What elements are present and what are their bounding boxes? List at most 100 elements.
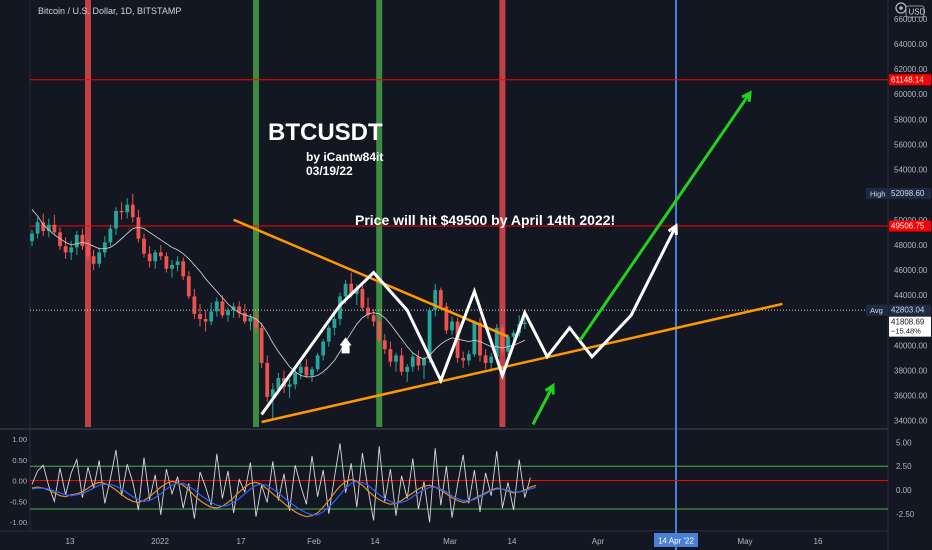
candle-body: [142, 238, 146, 254]
candle-body: [52, 224, 57, 233]
candle-body: [371, 315, 376, 322]
price-tick-label: 56000.00: [894, 140, 928, 149]
candle-body: [360, 288, 365, 308]
candle-body: [119, 210, 124, 213]
price-tick-label: 60000.00: [894, 90, 928, 99]
candle-body: [349, 283, 354, 294]
currency-badge[interactable]: [905, 5, 925, 18]
candle: [444, 302, 449, 335]
candle: [192, 288, 197, 319]
candle-body: [377, 321, 382, 341]
price-tick-label: 66000.00: [894, 15, 928, 24]
candle-body: [209, 311, 214, 322]
candle-body: [399, 355, 404, 372]
candle-body: [226, 310, 230, 316]
candle-body: [500, 327, 505, 352]
annotation-byline: by iCantw84it: [306, 150, 383, 164]
price-label-change-text: −15.48%: [891, 327, 921, 336]
candle-body: [326, 327, 331, 342]
candle-body: [69, 247, 74, 253]
candle-body: [427, 310, 432, 360]
candle-body: [164, 256, 169, 269]
candle: [422, 356, 426, 380]
candle: [158, 244, 163, 260]
candle-body: [461, 357, 466, 361]
candle-body: [422, 359, 426, 366]
price-tick-label: 46000.00: [894, 266, 928, 275]
price-tick-label: 64000.00: [894, 40, 928, 49]
symbol-title: Bitcoin / U.S. Dollar, 1D, BITSTAMP: [38, 6, 181, 16]
time-tick-label: 14: [508, 537, 517, 546]
candle: [237, 301, 242, 318]
candle-body: [287, 384, 292, 387]
candle: [114, 207, 118, 235]
candle: [242, 303, 247, 325]
oscillator-right-tick-label: 0.00: [896, 486, 912, 495]
candle: [153, 249, 158, 269]
oscillator-fast-line: [31, 478, 537, 518]
candle: [220, 295, 225, 318]
annotation-prediction: Price will hit $49500 by April 14th 2022…: [355, 212, 615, 228]
time-tick-label: 13: [66, 537, 75, 546]
price-tick-label: 50000.00: [894, 216, 928, 225]
candle-body: [366, 307, 370, 316]
vertical-band-red: [85, 0, 91, 427]
candle-body: [30, 233, 34, 242]
price-tag-avg-text: Avg: [870, 306, 883, 315]
candle-body: [74, 234, 79, 248]
candle: [265, 355, 270, 402]
candle-body: [248, 317, 253, 322]
candle-body: [242, 312, 247, 322]
candle: [130, 193, 135, 223]
candle-body: [270, 389, 275, 397]
candle-body: [170, 264, 174, 269]
price-tag-high-text: High: [870, 189, 885, 198]
candle: [366, 297, 370, 319]
candle: [416, 350, 421, 371]
candle: [181, 257, 186, 281]
candle: [198, 303, 202, 327]
candle-body: [181, 261, 186, 277]
candle: [371, 308, 376, 327]
candle-body: [405, 366, 410, 372]
candle-body: [483, 355, 488, 363]
annotation-date: 03/19/22: [306, 164, 353, 178]
candle-body: [293, 372, 298, 385]
price-label-last: [889, 316, 931, 337]
candle-body: [410, 356, 415, 367]
candle-body: [438, 290, 443, 307]
candle: [382, 334, 387, 355]
candle: [231, 302, 236, 318]
candle: [175, 256, 180, 272]
candle-body: [254, 317, 258, 328]
candle-body: [416, 356, 421, 366]
candle: [405, 364, 410, 382]
candle: [304, 359, 309, 379]
price-label-high: [889, 187, 931, 199]
candle-body: [186, 276, 191, 297]
candle-body: [35, 222, 40, 234]
candle: [108, 224, 113, 247]
candle: [438, 287, 443, 309]
candle: [254, 310, 258, 333]
price-tick-label: 36000.00: [894, 392, 928, 401]
time-tick-label: 17: [237, 537, 246, 546]
time-tick-label: 2022: [151, 537, 169, 546]
candle: [315, 352, 320, 372]
green-arrow-long-head: [741, 90, 752, 103]
candle: [394, 352, 398, 372]
candle-body: [237, 306, 242, 313]
candle: [91, 249, 96, 271]
trendline-support: [261, 302, 783, 424]
candle-body: [41, 222, 46, 232]
time-tick-label: 16: [814, 537, 823, 546]
candle-body: [46, 224, 51, 232]
candle-body: [506, 336, 510, 352]
candle: [388, 341, 393, 367]
candle-body: [63, 246, 68, 253]
candle-body: [315, 355, 320, 370]
price-tick-label: 40000.00: [894, 341, 928, 350]
trendline-resistance: [233, 218, 509, 338]
